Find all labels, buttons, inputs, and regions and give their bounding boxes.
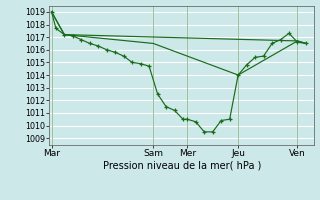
X-axis label: Pression niveau de la mer( hPa ): Pression niveau de la mer( hPa ) <box>102 160 261 170</box>
